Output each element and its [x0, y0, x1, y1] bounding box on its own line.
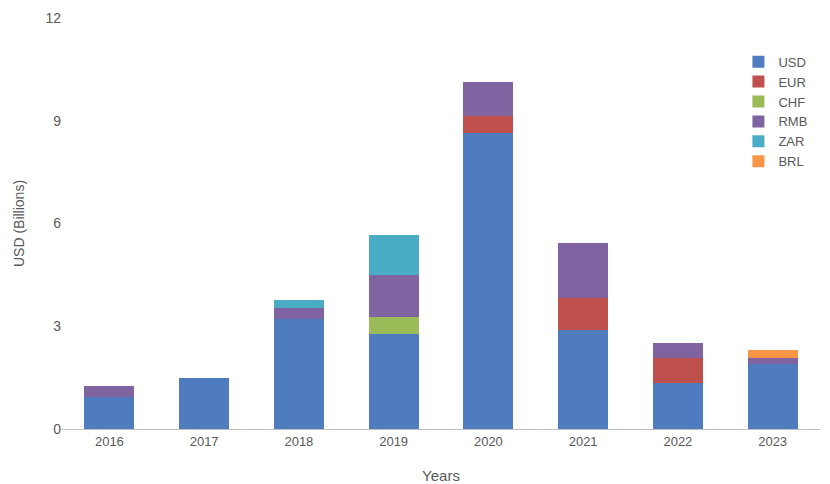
svg-text:EUR: EUR [778, 75, 805, 90]
svg-text:2020: 2020 [474, 434, 503, 449]
svg-text:9: 9 [53, 113, 61, 129]
svg-text:0: 0 [53, 421, 61, 437]
svg-text:RMB: RMB [778, 114, 807, 129]
svg-text:USD (Billions): USD (Billions) [11, 180, 27, 267]
svg-text:12: 12 [45, 10, 61, 26]
svg-text:2022: 2022 [663, 434, 692, 449]
svg-text:2018: 2018 [284, 434, 313, 449]
svg-text:2016: 2016 [95, 434, 124, 449]
svg-text:USD: USD [778, 55, 805, 70]
svg-text:6: 6 [53, 215, 61, 231]
svg-text:2023: 2023 [758, 434, 787, 449]
svg-text:BRL: BRL [778, 154, 803, 169]
svg-text:CHF: CHF [778, 95, 805, 110]
svg-text:2021: 2021 [569, 434, 598, 449]
svg-text:Years: Years [422, 467, 460, 484]
svg-text:2017: 2017 [190, 434, 219, 449]
svg-text:3: 3 [53, 318, 61, 334]
svg-text:2019: 2019 [379, 434, 408, 449]
svg-text:ZAR: ZAR [778, 134, 804, 149]
